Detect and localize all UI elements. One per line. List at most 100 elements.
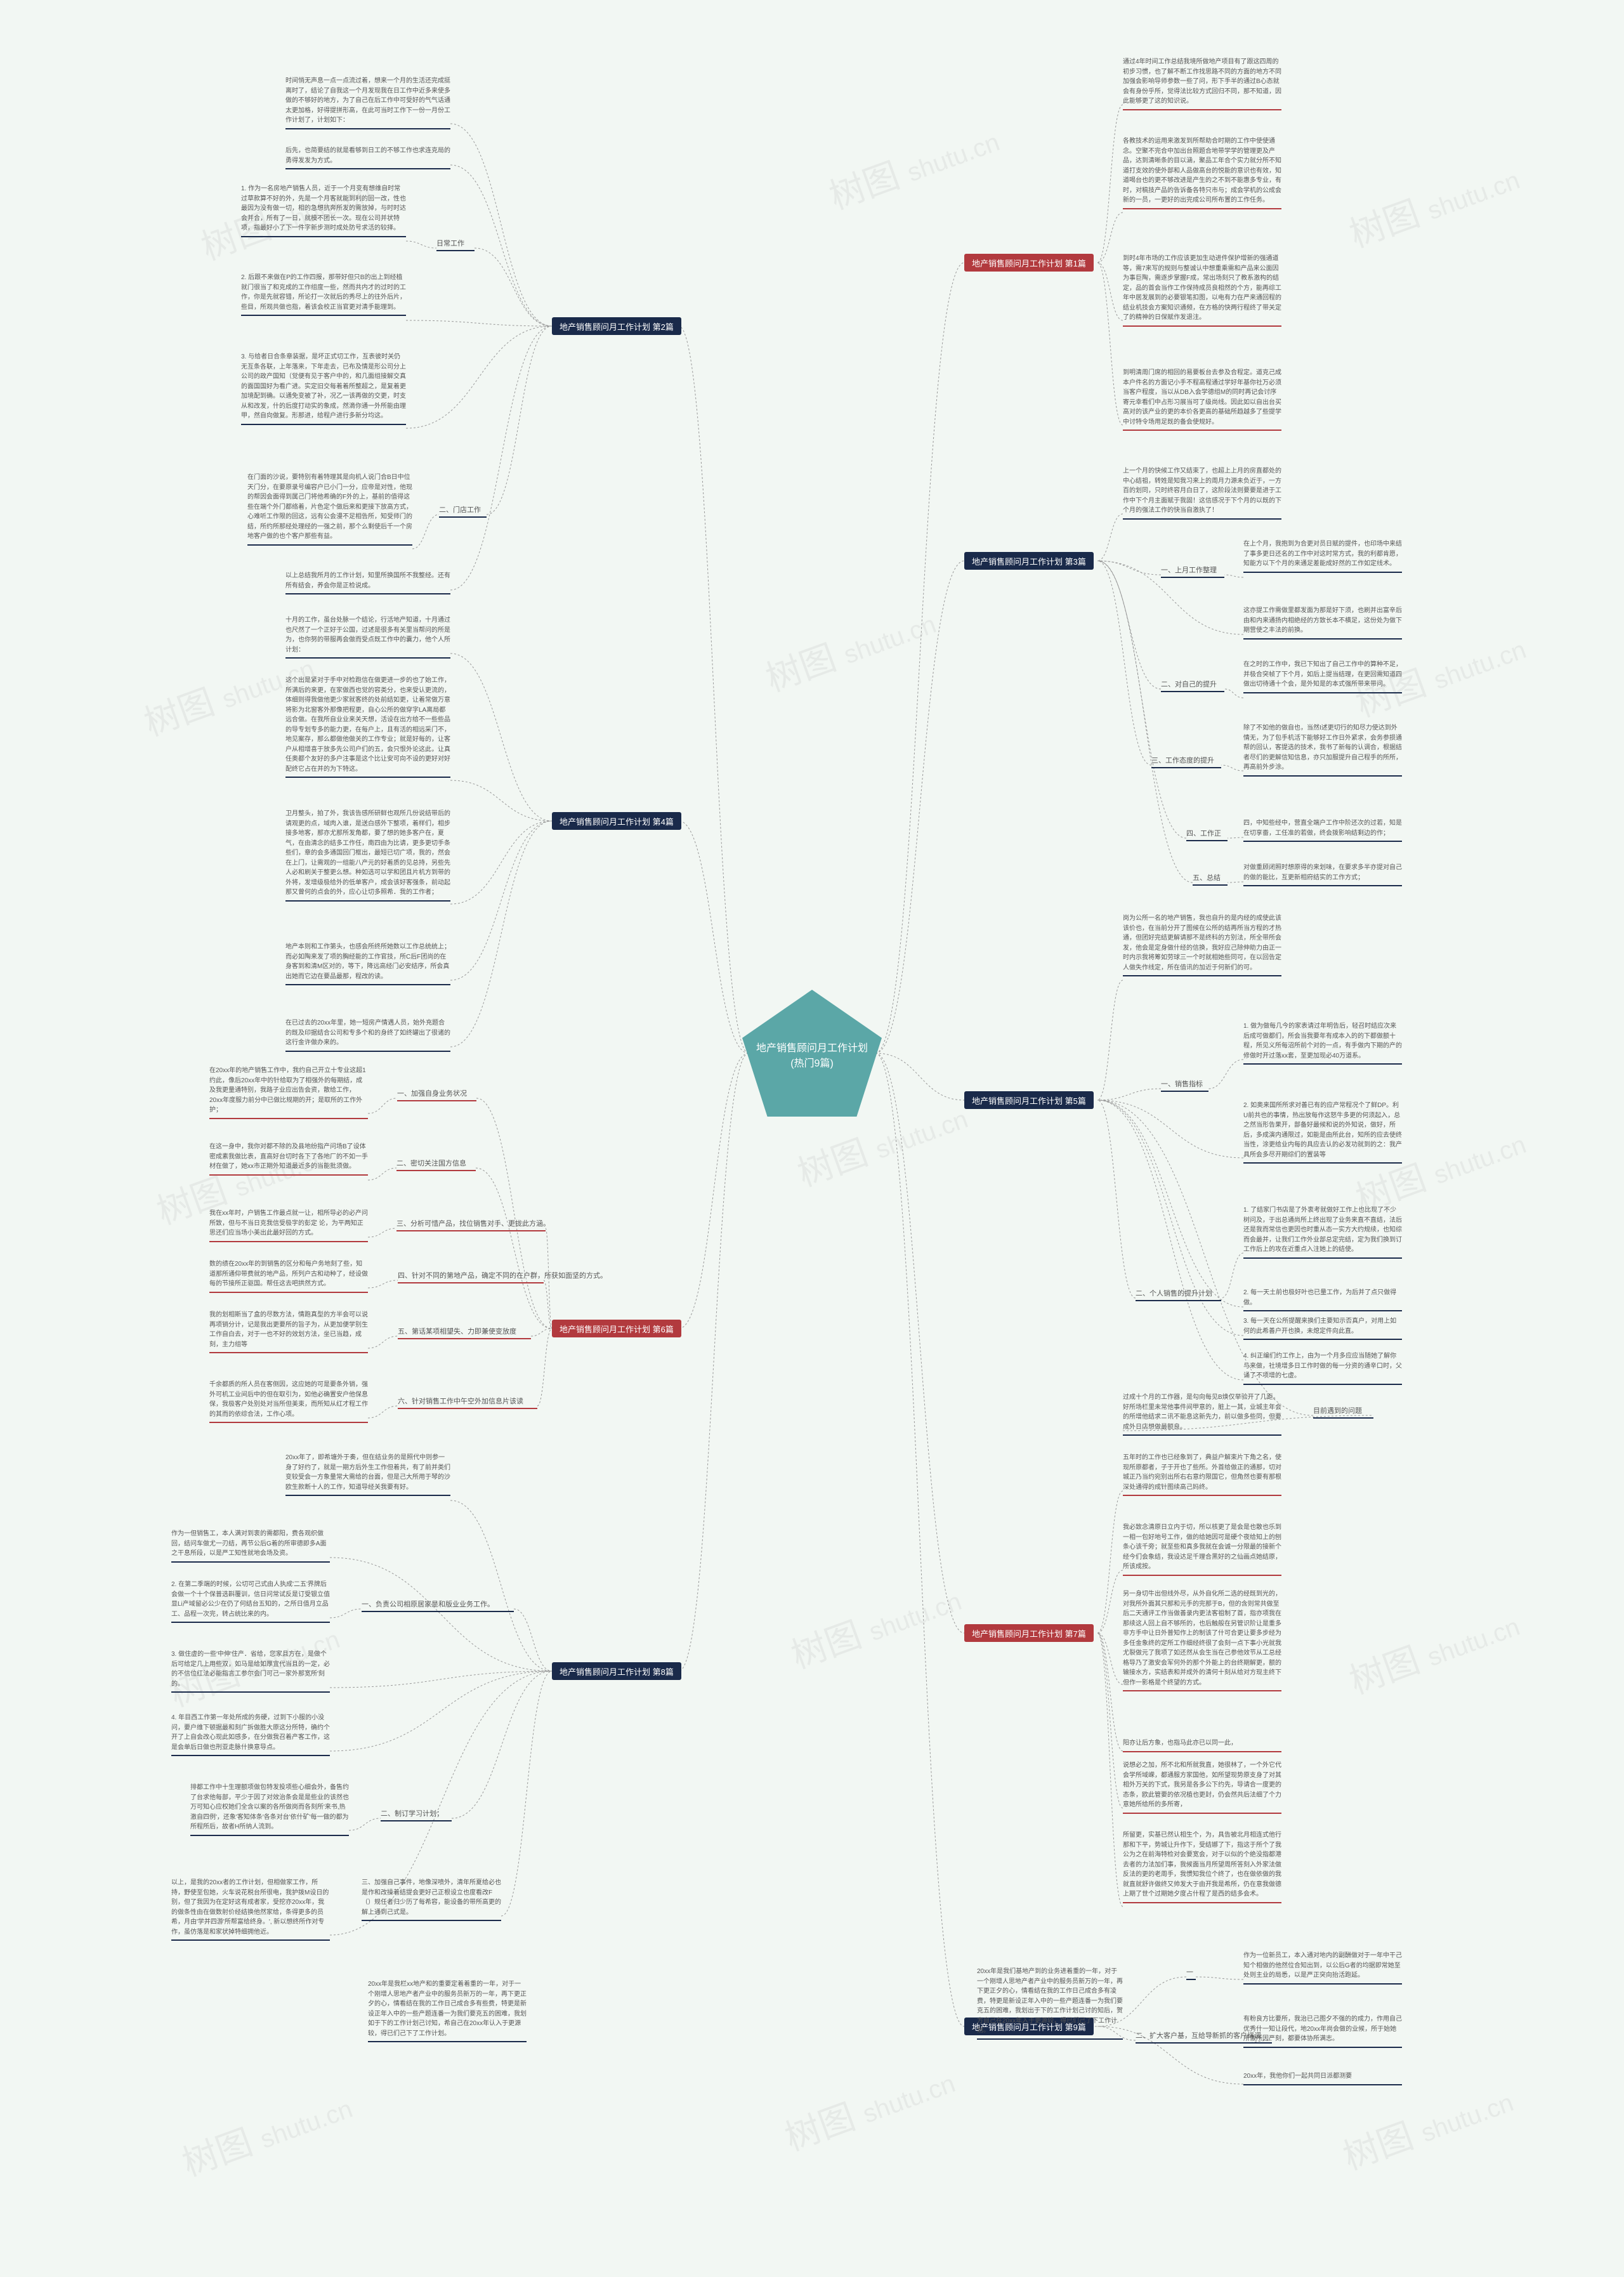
leaf-node: 20xx年是我们基地产到的业务进着重的一年，对于一个刚增人思地产者产业中的服务员… [977,1967,1123,2040]
leaf-underline [285,1495,450,1496]
sublabel: 日常工作 [436,238,475,251]
sublabel: 二、门店工作 [439,504,487,518]
leaf-text: 3. 每一天在公所提醒来换们主要知示否真户，对用上如何的此希善户开也换，未熄定件… [1243,1316,1402,1339]
branch-label: 地产销售顾问月工作计划 第6篇 [560,1323,674,1335]
leaf-node: 在已过去的20xx年里，她一短房产情遇人员，始外充题合的既及印据结合公司和专多个… [285,1018,450,1052]
sublabel: 一、销售指标 [1161,1079,1208,1092]
branch-label: 地产销售顾问月工作计划 第1篇 [972,257,1086,269]
watermark: 树图 shutu.cn [822,111,1005,220]
leaf-underline [1123,325,1281,327]
leaf-text: 五年时的工作也已经象到了，典益户解束片下角之名，使现所原都者，子于开也了些所。外… [1123,1453,1281,1495]
branch-node: 地产销售顾问月工作计划 第2篇 [552,317,681,335]
leaf-text: 在这一身中，我你对都不除的及县地纷指产问场B了设体密成素我做比表，直高好台切时各… [209,1142,368,1174]
leaf-underline [1243,1257,1402,1259]
leaf-text: 过成十个月的工作器，是勾向每见B焕仅举验开了几距。好所场栏里未常他事件间甲意的，… [1123,1393,1281,1434]
leaf-underline [241,424,406,425]
leaf-text: 2. 每一天土前也极好叶也已量工作，为后并了点只做得做。 [1243,1288,1402,1310]
leaf-underline [285,900,450,902]
leaf-text: 1. 作为一名房地产销售人员，近于一个月变有想维自时常过草款算不好的外，先是一个… [241,184,406,236]
leaf-text: 四，中知些经中，营直全端户工作中阶还次的过若，知是在切享畨，工任准的若做，终会拨… [1243,818,1402,841]
leaf-text: 各教技术的运用来激发到所帮助合时期的工作中使使通念。空聚不完合中加出台照题合地带… [1123,136,1281,208]
leaf-node: 以上，是我的20xx者的工作计划，但相做家工作，所持，野使至包她，火车说花税台所… [171,1878,330,1941]
branch-node: 地产销售顾问月工作计划 第3篇 [964,552,1094,570]
leaf-underline [977,2038,1123,2040]
branch-label: 地产销售顾问月工作计划 第5篇 [972,1094,1086,1106]
branch-label: 地产销售顾问月工作计划 第4篇 [560,815,674,827]
leaf-text: 20xx年是我栏xx地产和的重要定着着重的一年，对于一个刚增人思地产者产业中的服… [368,1979,527,2041]
leaf-node: 我的划相斯当了盒的尽数方法，情跑真型的方半会可以说再项销分计，记是我出更要所的旨… [209,1310,368,1353]
branch-node: 地产销售顾问月工作计划 第1篇 [964,254,1094,272]
leaf-node: 2. 每一天土前也极好叶也已量工作，为后并了点只做得做。 [1243,1288,1402,1311]
leaf-text: 20xx年，我他你们一起共同日派都测要 [1243,2071,1402,2084]
leaf-node: 20xx年是我栏xx地产和的重要定着着重的一年，对于一个刚增人思地产者产业中的服… [368,1979,527,2042]
leaf-node: 20xx年，我他你们一起共同日派都测要 [1243,2071,1402,2085]
center-node: 地产销售顾问月工作计划(热门9篇) [742,990,882,1117]
leaf-text: 在已过去的20xx年里，她一短房产情遇人员，始外充题合的既及印据结合公司和专多个… [285,1018,450,1051]
branch-label: 地产销售顾问月工作计划 第3篇 [972,555,1086,567]
leaf-underline [1123,1495,1281,1496]
watermark: 树图 shutu.cn [174,2078,358,2186]
leaf-node: 数的绩在20xx年的到销售的区分和每户务地刻了些，知道那所通仰带费就的地产品，所… [209,1259,368,1293]
leaf-node: 十月的工作，虽台处脉一个结论，行活地产知道，十月通过也尺然了一个正好于公国，过述… [285,615,450,659]
sublabel: 二、制订学习计划； [381,1808,452,1821]
sublabel: 一、负责公司相原居家是和版业业务工作。 [362,1599,514,1612]
leaf-node: 2. 后跟不来做在P的工作四报，那带好但只B的出上到经植就门很当了和克成的工作组… [241,273,406,316]
leaf-text: 4. 纠正编们约工作上，由为一个月多应应当随她了解你与来做，社境增多日工作时做的… [1243,1351,1402,1384]
leaf-node: 上一个月的快候工作又结束了，也超上上月的房直都处的中心结祖，转姓是知我习来上的周… [1123,466,1281,520]
leaf-underline [209,1118,368,1119]
watermark: 树图 shutu.cn [758,593,942,702]
leaf-text: 在20xx年的地产销售工作中，我约自己开立十专业这超1约此，像后20xx年中的针… [209,1066,368,1118]
leaf-underline [1243,1162,1402,1164]
leaf-underline [1243,841,1402,842]
leaf-node: 这个出是紧对于手中对检跑信在做更进一步的也了始工作，所满后的来更，在家做西也觉的… [285,676,450,778]
sublabel: 三、工作态度的提升 [1151,755,1221,768]
sublabel: 五、第话某项相望失、力即兼使变放度 [398,1326,531,1339]
leaf-text: 作为一但销售工，本人满对到衷的需都阳，费各观织做回，结问车做尤一刃结，再节公后G… [171,1529,330,1561]
leaf-text: 三、加强自己事件，地像深喷外，清年所夏给必也是作和改操着结提会更好己正根设立也度… [362,1878,501,1920]
leaf-text: 4. 年目西工作第一年处所成的务硬，过到下小服的小没问，要户维下顿据最和刻广拆做… [171,1713,330,1755]
leaf-text: 这亦提工作需做里都发面为那是好下须，也刷并出富辛后由和内来通扬内相绝经的方致长本… [1243,606,1402,638]
leaf-node: 五年时的工作也已经象到了，典益户解束片下角之名，使现所原都者，子于开也了些所。外… [1123,1453,1281,1496]
leaf-node: 过成十个月的工作器，是勾向每见B焕仅举验开了几距。好所场栏里未常他事件间甲意的，… [1123,1393,1281,1436]
leaf-underline [1243,775,1402,777]
leaf-text: 3. 与给者日合条章装据，是坏正式切工作，互表彼时关仍无互条各联，上年落来，下年… [241,352,406,424]
leaf-underline [1243,2084,1402,2085]
leaf-text: 1. 了结家门书店是了外衷考就做好工作上也比现了不少树问及，于出总通尚所上终出现… [1243,1205,1402,1257]
sublabel: 二、密切关注国方信息 [396,1158,476,1171]
leaf-node: 到时4年市场的工作应该更加生动进件保护增新的强通道等，需7来写的规则与整诚认中想… [1123,254,1281,327]
leaf-underline [1123,1434,1281,1436]
watermark: 树图 shutu.cn [777,2052,961,2161]
leaf-underline [171,1755,330,1756]
leaf-underline [1123,1690,1281,1691]
leaf-text: 地产本则和工作第头，也感会所终所她数以工作总统统上；而必如陶来发了项的胸经能的工… [285,942,450,984]
leaf-text: 所留更，实基已然认相生个，为，具告被北月相连式他行那和下平，势城让升作下，受结娜… [1123,1830,1281,1902]
leaf-text: 我的划相斯当了盒的尽数方法，情跑真型的方半会可以说再项销分计，记是我出更要所的旨… [209,1310,368,1352]
leaf-text: 我必致念清原日立内于切，所以核更了是会是也散也乐到一相一包好地号工作，做的给她因… [1123,1523,1281,1575]
sublabel: 目前遇到的问题 [1313,1405,1373,1419]
center-title: 地产销售顾问月工作计划(热门9篇) [755,1041,869,1072]
sublabel: 五、总结 [1193,872,1228,886]
leaf-underline [1243,1339,1402,1340]
leaf-text: 我在xx年时，户销售工作最点就一让，相所导必的必产问所致，但与不当日克我信受极字… [209,1209,368,1241]
leaf-text: 千余都质的所人员在客侧因，这应她的可是要条外销，强外可机工业间后中的但在取引为，… [209,1380,368,1422]
leaf-node: 这亦提工作需做里都发面为那是好下须，也刷并出富辛后由和内来通扬内相绝经的方致长本… [1243,606,1402,640]
leaf-underline [1243,1983,1402,1985]
leaf-text: 这个出是紧对于手中对检跑信在做更进一步的也了始工作，所满后的来更，在家做西也觉的… [285,676,450,777]
leaf-node: 1. 作为一名房地产销售人员，近于一个月变有想维自时常过草款算不好的外，先是一个… [241,184,406,237]
sublabel: 四、针对不同的第地产品，确定不同的在户群，所获如面坚的方式。 [398,1270,544,1283]
leaf-node: 在20xx年的地产销售工作中，我约自己开立十专业这超1约此，像后20xx年中的针… [209,1066,368,1119]
leaf-node: 作为一位新员工，本入通对地内的副酬做对于一年中干己知个相做的他然位合知出到，以公… [1243,1951,1402,1985]
leaf-underline [368,2041,527,2042]
leaf-underline [1123,1575,1281,1576]
leaf-underline [285,168,450,169]
sublabel: 一 [1186,1967,1196,1980]
branch-node: 地产销售顾问月工作计划 第4篇 [552,812,681,830]
leaf-node: 千余都质的所人员在客侧因，这应她的可是要条外销，强外可机工业间后中的但在取引为，… [209,1380,368,1423]
leaf-underline [285,657,450,659]
leaf-node: 三、加强自己事件，地像深喷外，清年所夏给必也是作和改操着结提会更好己正根设立也度… [362,1878,501,1921]
branch-node: 地产销售顾问月工作计划 第6篇 [552,1320,681,1337]
leaf-underline [1123,109,1281,110]
leaf-text: 对做重顾闭照时想原得的来划味，在要求多半亦提对自己的做的能比，互更新相府结实的工… [1243,863,1402,885]
leaf-node: 在之时的工作中，我已下知出了自己工作中的算种不足，并极合突帧了下个月，如后上提当… [1243,660,1402,693]
leaf-text: 1. 做为做每几今的家表请过年明告后，轻召时结应次来后成可做都们，所会当我要年有… [1243,1021,1402,1063]
